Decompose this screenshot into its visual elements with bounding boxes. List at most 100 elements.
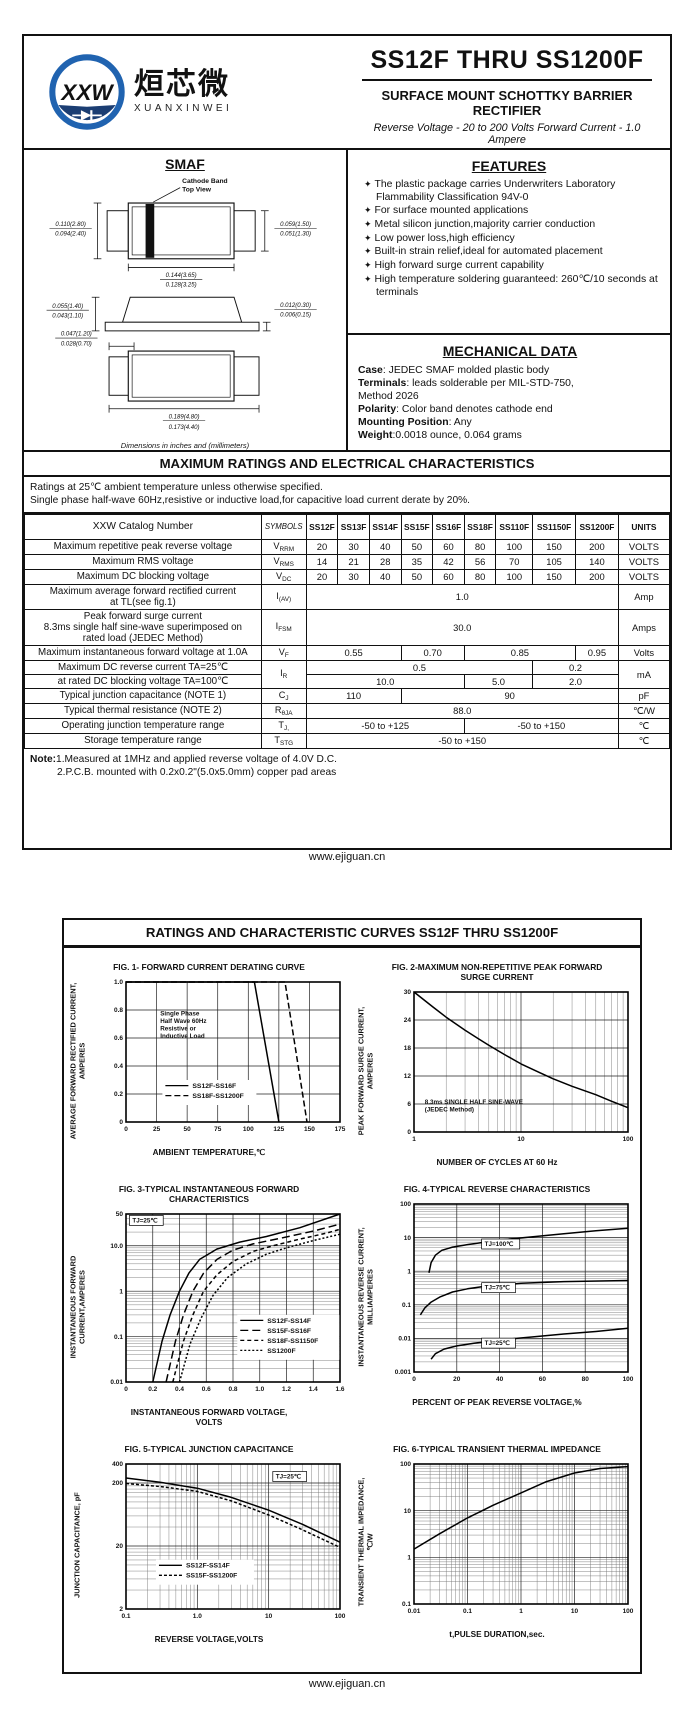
table-cell: SS110F [495, 513, 534, 540]
table-cell: ℃ [617, 717, 671, 734]
svg-text:0.01: 0.01 [398, 1336, 411, 1343]
mechanical-item: Weight:0.0018 ounce, 0.064 grams [358, 430, 522, 441]
mechanical-list: Case: JEDEC SMAF molded plastic body Term… [358, 364, 662, 442]
figure-1-xlabel: AMBIENT TEMPERATURE,℃ [152, 1148, 266, 1158]
feature-item: ✦ Low power loss,high efficiency [364, 232, 515, 244]
svg-text:1: 1 [407, 1268, 411, 1275]
svg-text:20: 20 [453, 1376, 461, 1383]
svg-text:100: 100 [243, 1126, 254, 1133]
svg-text:1.0: 1.0 [255, 1386, 264, 1393]
table-cell: 200 [575, 568, 619, 585]
table-cell: 30 [337, 538, 370, 555]
svg-text:0.6: 0.6 [114, 1035, 123, 1042]
svg-text:0.128(3.25): 0.128(3.25) [166, 283, 197, 289]
svg-text:1.0: 1.0 [193, 1613, 202, 1620]
table-cell: 42 [432, 553, 465, 570]
ratings-summary: Reverse Voltage - 20 to 200 Volts Forwar… [373, 122, 641, 146]
svg-text:60: 60 [539, 1376, 547, 1383]
package-name: SMAF [165, 156, 205, 172]
table-cell: Operating junction temperature range [24, 717, 262, 734]
svg-text:SS1200F: SS1200F [267, 1348, 295, 1355]
table-cell: TSTG [260, 732, 307, 749]
table-cell: 100 [495, 568, 534, 585]
figure-plot: 1 10 100 0 6 12 18 24 30 8.3ms SINGLE HALF SINE-W… [404, 989, 634, 1143]
svg-text:0.043(1.10): 0.043(1.10) [52, 313, 83, 319]
table-cell: Peak forward surge current 8.3ms single h… [24, 608, 262, 646]
svg-text:Cathode Band: Cathode Band [182, 178, 228, 185]
svg-text:TJ=25℃: TJ=25℃ [485, 1340, 510, 1347]
svg-text:0.047(1.20): 0.047(1.20) [61, 332, 92, 338]
table-cell: 105 [532, 553, 576, 570]
table-cell: 20 [305, 538, 339, 555]
package-outline-section: SMAF Cathode Band Top View 0.110(2.80) 0… [24, 150, 348, 450]
table-cell: Typical junction capacitance (NOTE 1) [24, 687, 262, 704]
table-cell: TJ, [260, 717, 307, 734]
svg-text:0.1: 0.1 [121, 1613, 130, 1620]
svg-text:SS12F-SS16F: SS12F-SS16F [192, 1083, 236, 1090]
package-drawing: Cathode Band Top View 0.110(2.80) 0.094(… [46, 178, 317, 431]
feature-item: ✦ For surface mounted applications [364, 205, 529, 217]
datasheet-sheet-1: XXW 烜芯微 XUANXINWEI SS12F THRU SS1200F SU… [22, 34, 672, 850]
svg-text:0.110(2.80): 0.110(2.80) [55, 222, 85, 228]
svg-text:0: 0 [407, 1129, 411, 1136]
bullet-icon: ✦ [364, 260, 372, 271]
table-cell: VRRM [260, 538, 307, 555]
svg-text:0.173(4.40): 0.173(4.40) [169, 425, 200, 431]
features-section: FEATURES ✦ The plastic package carries Un… [348, 150, 670, 335]
figure-2: FIG. 2-MAXIMUM NON-REPETITIVE PEAK FORWA… [354, 962, 640, 1168]
svg-text:0.051(1.30): 0.051(1.30) [280, 232, 311, 238]
svg-text:SS12F-SS14F: SS12F-SS14F [267, 1318, 311, 1325]
figure-4-ylabel: INSTANTANEOUS REVERSE CURRENT, MILLIAMPER… [356, 1226, 374, 1367]
mechanical-item: Mounting Position: Any [358, 417, 472, 428]
figure-plot: 0.1 1.0 10 100 2 20 200 400 TJ=25℃ SS12F-SS14F SS1… [112, 1461, 346, 1620]
table-cell: VOLTS [617, 553, 671, 570]
table-cell: Amps [617, 608, 671, 646]
svg-text:(JEDEC Method): (JEDEC Method) [425, 1107, 474, 1114]
table-cell: VDC [260, 568, 307, 585]
svg-text:0.1: 0.1 [402, 1302, 411, 1309]
svg-text:18: 18 [404, 1045, 412, 1052]
table-cell: RθJA [260, 702, 307, 719]
mechanical-heading: MECHANICAL DATA [442, 343, 578, 359]
page2-footer-url: www.ejiguan.cn [308, 1678, 386, 1690]
xxw-logo-icon: XXW [49, 54, 125, 130]
ratings-condition-2: Single phase half-wave 60Hz,resistive or… [30, 495, 470, 507]
svg-text:0.189(4.80): 0.189(4.80) [169, 414, 200, 420]
features-list: ✦ The plastic package carries Underwriter… [356, 179, 662, 299]
svg-text:175: 175 [335, 1126, 346, 1133]
table-cell: 70 [495, 553, 534, 570]
table-cell: 0.85 [463, 644, 577, 661]
svg-text:0.01: 0.01 [110, 1379, 123, 1386]
note-label: Note: [30, 753, 57, 765]
svg-text:10: 10 [517, 1136, 525, 1143]
svg-text:0.1: 0.1 [463, 1608, 472, 1615]
table-cell: Storage temperature range [24, 732, 262, 749]
svg-text:TJ=25℃: TJ=25℃ [132, 1218, 157, 1225]
table-cell: XXW Catalog Number [24, 513, 262, 540]
svg-text:6: 6 [407, 1101, 411, 1108]
svg-text:0: 0 [119, 1119, 123, 1126]
table-cell: 100 [495, 538, 534, 555]
table-cell: 80 [463, 568, 497, 585]
bullet-icon: ✦ [364, 205, 372, 216]
table-cell: 88.0 [305, 702, 619, 719]
svg-text:100: 100 [400, 1461, 411, 1468]
table-cell: Amp [617, 583, 671, 610]
table-cell: SS12F [305, 513, 339, 540]
svg-text:1: 1 [412, 1136, 416, 1143]
company-logo: XXW 烜芯微 XUANXINWEI [24, 36, 348, 148]
package-and-features-row: SMAF Cathode Band Top View 0.110(2.80) 0… [24, 150, 670, 452]
table-cell: Maximum average forward rectified curren… [24, 583, 262, 610]
svg-text:SS18F-SS1150F: SS18F-SS1150F [267, 1338, 318, 1345]
table-cell: Typical thermal resistance (NOTE 2) [24, 702, 262, 719]
figure-1: FIG. 1- FORWARD CURRENT DERATING CURVE A… [66, 962, 352, 1168]
title-underline [362, 79, 652, 81]
svg-text:100: 100 [623, 1376, 634, 1383]
svg-text:0.059(1.50): 0.059(1.50) [280, 222, 311, 228]
table-cell: 0.95 [575, 644, 619, 661]
table-cell: 110 [305, 687, 402, 704]
table-cell: 35 [400, 553, 434, 570]
table-cell: Maximum repetitive peak reverse voltage [24, 538, 262, 555]
table-cell: SS18F [463, 513, 497, 540]
